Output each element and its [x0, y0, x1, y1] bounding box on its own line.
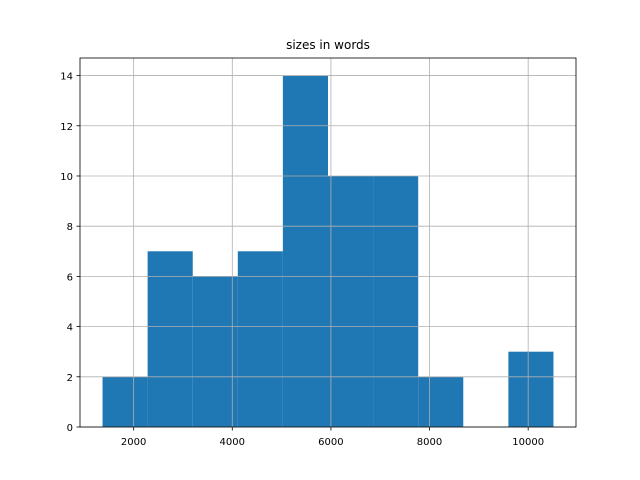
bar — [373, 175, 419, 427]
bar — [282, 75, 328, 428]
y-tick-label: 8 — [67, 222, 73, 233]
y-tick-label: 4 — [67, 323, 73, 334]
plot-frame — [79, 57, 577, 428]
y-tick-label: 14 — [60, 72, 73, 83]
x-tick-label: 6000 — [318, 437, 343, 448]
bar — [418, 376, 464, 427]
y-tick-label: 12 — [60, 122, 73, 133]
bar — [328, 175, 374, 427]
x-tick-label: 10000 — [512, 437, 544, 448]
chart-title: sizes in words — [286, 38, 370, 52]
y-tick-label: 6 — [67, 272, 73, 283]
x-tick-label: 8000 — [417, 437, 442, 448]
bar — [192, 276, 238, 427]
x-tick-label: 4000 — [220, 437, 245, 448]
bar — [508, 351, 554, 427]
bar — [147, 251, 193, 427]
bar — [102, 376, 148, 427]
x-tick-label: 2000 — [121, 437, 146, 448]
y-tick-label: 10 — [60, 172, 73, 183]
y-tick-label: 2 — [67, 373, 73, 384]
y-tick-label: 0 — [67, 423, 73, 434]
bar — [237, 251, 283, 427]
